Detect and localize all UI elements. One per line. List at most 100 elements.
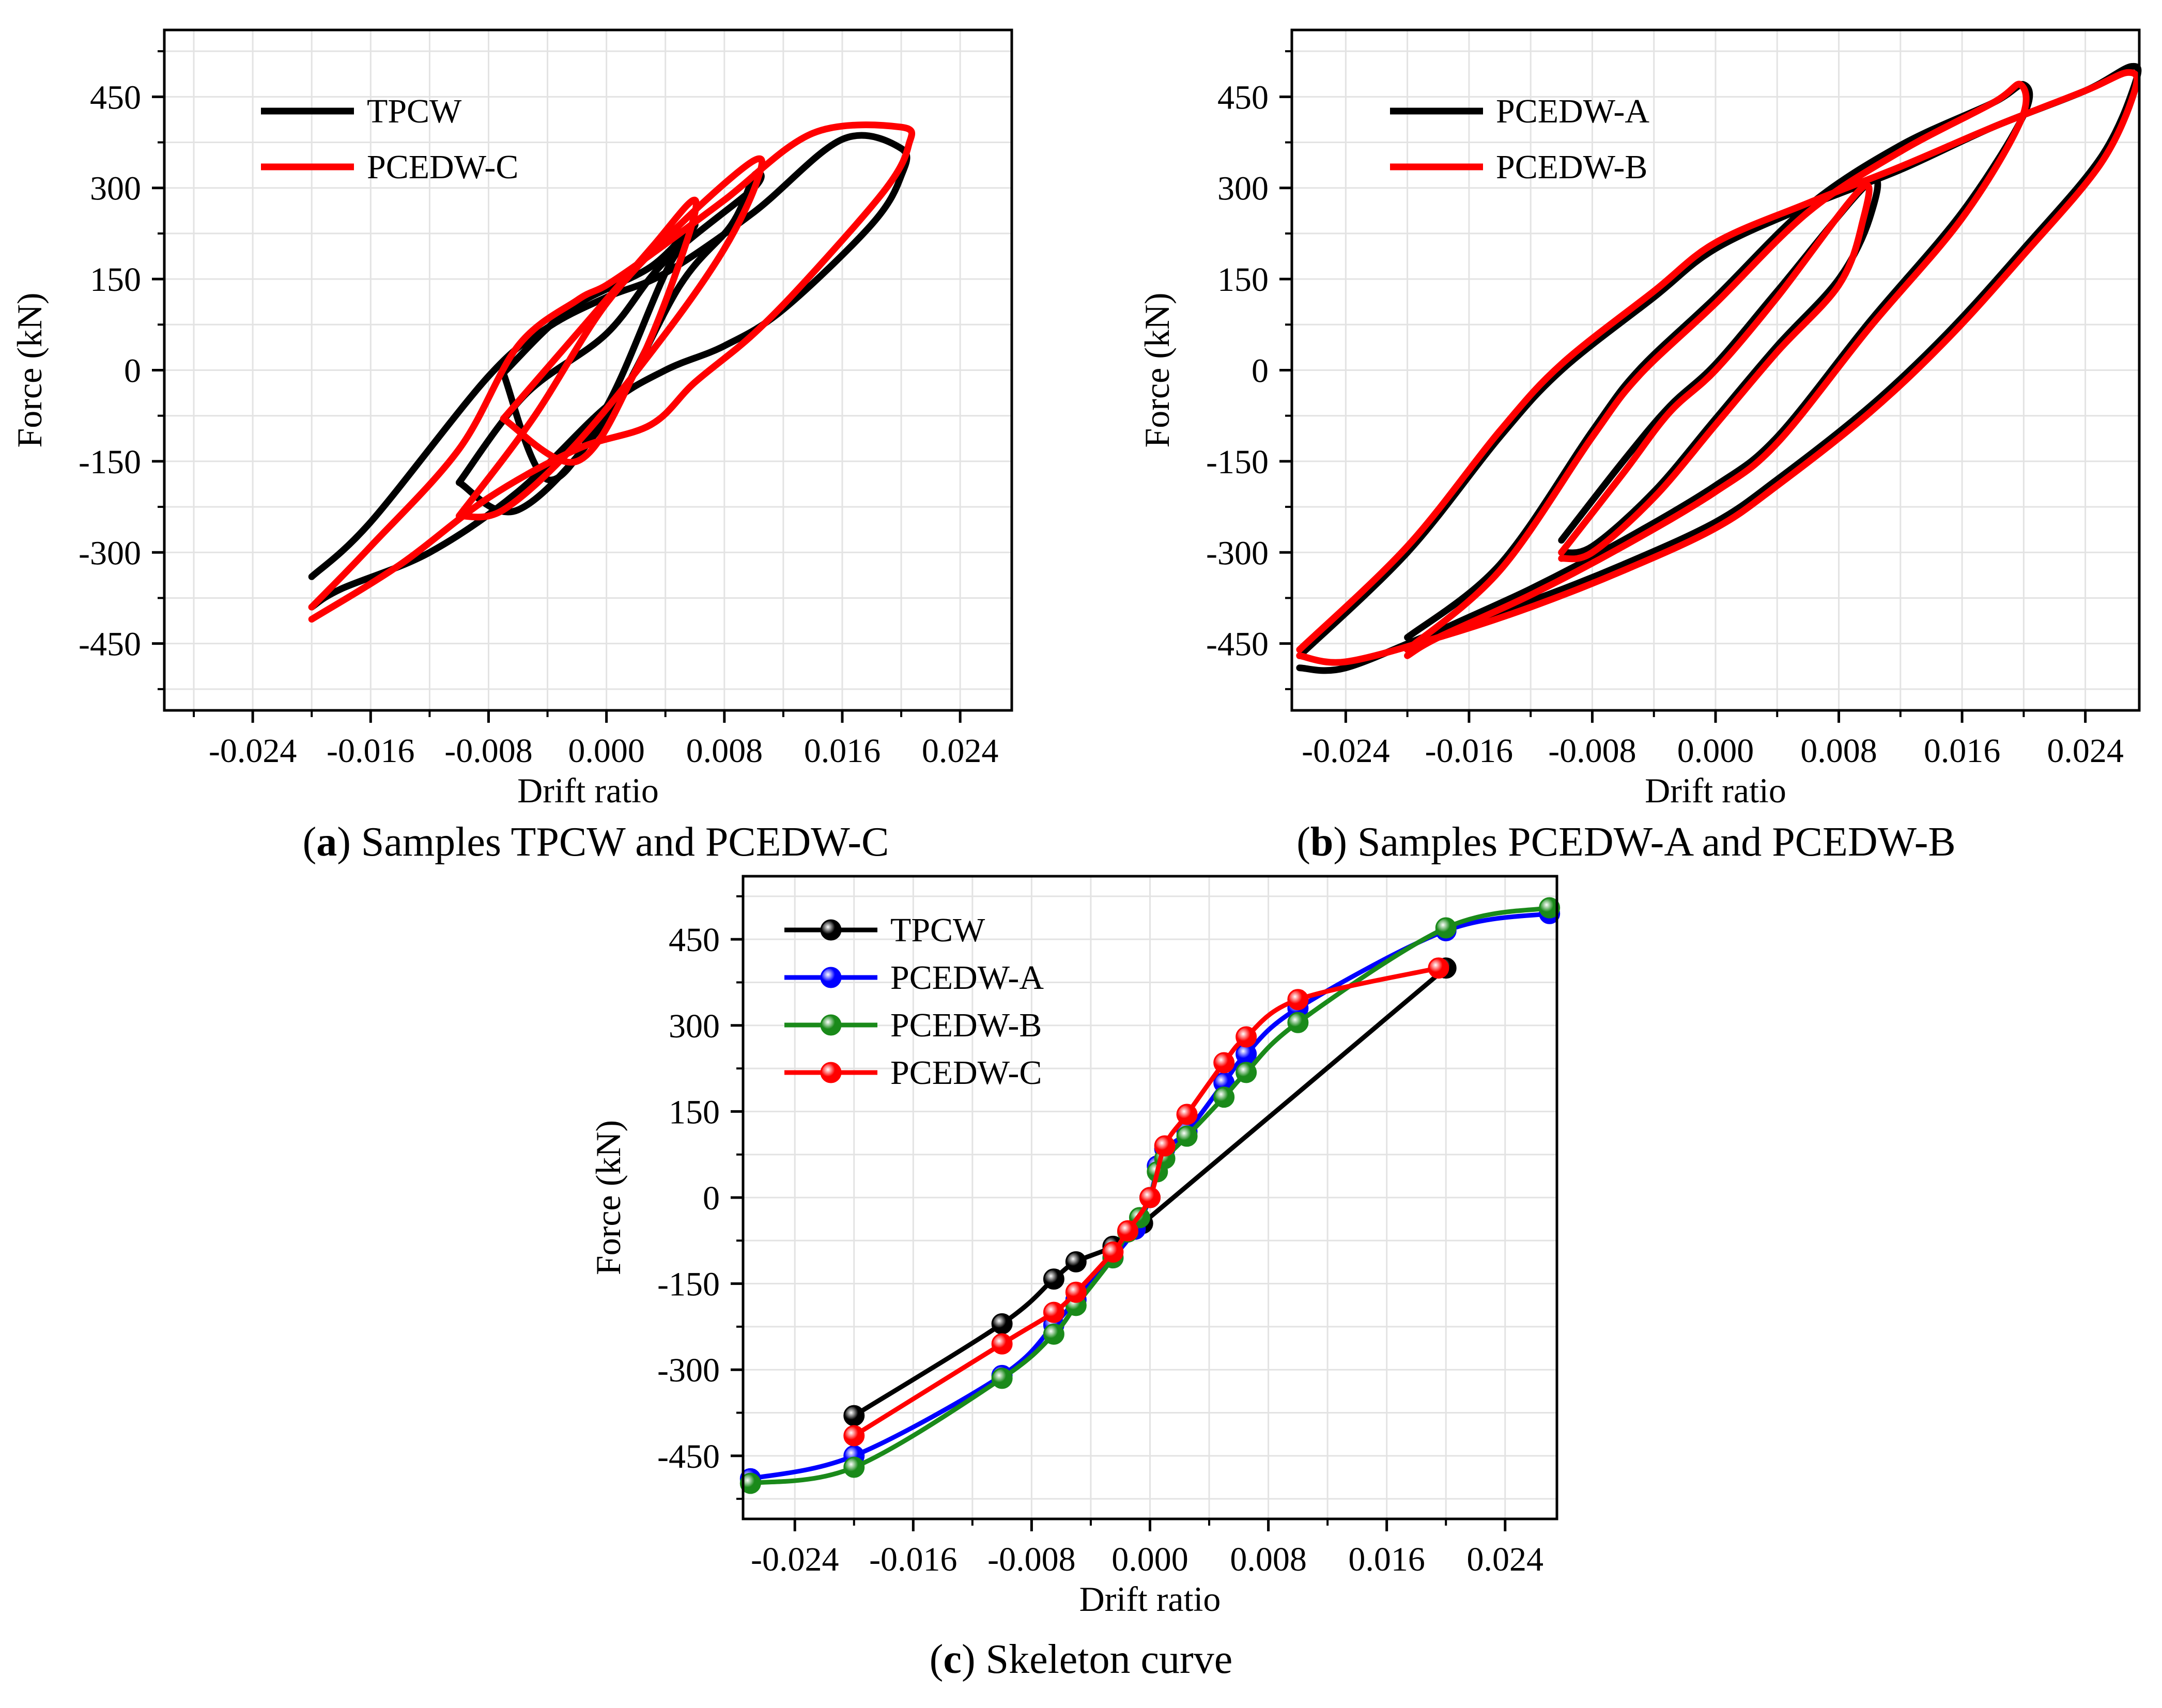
legend-marker-pcedw-c — [820, 1062, 842, 1083]
x-axis-title: Drift ratio — [517, 771, 659, 810]
caption-a: (a) Samples TPCW and PCEDW-C — [303, 819, 889, 865]
y-tick-label: 450 — [1217, 79, 1269, 116]
y-axis-title: Force (kN) — [10, 292, 49, 447]
series-pcedw-c-loop-1 — [500, 196, 700, 466]
series-tpcw-point — [1043, 1268, 1064, 1290]
x-tick-label: 0.016 — [1924, 732, 2001, 770]
y-tick-label: -450 — [1206, 626, 1269, 663]
axis-ticks: -0.024 -0.016 -0.008 0.000 0.008 0.016 0.024 45… — [657, 895, 1544, 1578]
series-pcedw-c-point — [1428, 957, 1449, 979]
series-pcedw-b-point — [1213, 1086, 1235, 1108]
x-tick-label: -0.008 — [444, 732, 532, 770]
x-tick-label: -0.024 — [751, 1541, 839, 1578]
x-tick-label: 0.024 — [2047, 732, 2124, 770]
y-tick-label: 0 — [1252, 352, 1269, 390]
legend-marker-pcedw-a — [820, 967, 842, 988]
x-tick-label: 0.008 — [686, 732, 763, 770]
series-pcedw-c-point — [1236, 1026, 1257, 1048]
plot-series — [1296, 63, 2142, 674]
y-tick-label: -150 — [657, 1266, 720, 1303]
series-pcedw-c-point — [843, 1425, 865, 1447]
series-pcedw-b-point — [1287, 1012, 1309, 1033]
series-pcedw-c-point — [1287, 989, 1309, 1011]
series-pcedw-c-point — [1139, 1187, 1161, 1208]
y-tick-label: -450 — [657, 1438, 720, 1476]
series-pcedw-b-loop-2 — [1404, 81, 2030, 659]
legend-label-pcedw-b: PCEDW-B — [1496, 148, 1647, 186]
y-tick-label: 450 — [90, 79, 141, 116]
legend-marker-tpcw — [820, 919, 842, 941]
plot-series — [308, 121, 916, 623]
y-tick-label: 0 — [703, 1179, 720, 1217]
x-axis-title: Drift ratio — [1079, 1579, 1221, 1619]
series-pcedw-a-loop-2 — [1404, 81, 2033, 653]
y-tick-label: 150 — [90, 261, 141, 299]
y-axis-title: Force (kN) — [589, 1120, 628, 1275]
y-axis-title: Force (kN) — [1137, 292, 1177, 447]
series-tpcw-loop-1 — [500, 221, 699, 484]
x-tick-label: -0.016 — [869, 1541, 957, 1578]
series-pcedw-b-point — [1236, 1062, 1257, 1083]
y-tick-label: -300 — [1206, 534, 1269, 572]
series-pcedw-b-loop-1 — [1558, 182, 1873, 563]
series-tpcw-point — [991, 1313, 1013, 1334]
x-tick-label: -0.008 — [1548, 732, 1636, 770]
x-tick-label: -0.008 — [987, 1541, 1075, 1578]
x-tick-label: 0.024 — [922, 732, 999, 770]
series-pcedw-b-point — [1043, 1323, 1064, 1345]
legend: TPCW PCEDW-C — [261, 92, 518, 186]
y-tick-label: -150 — [79, 443, 141, 481]
y-tick-label: 300 — [669, 1007, 720, 1045]
x-tick-label: 0.008 — [1230, 1541, 1307, 1578]
y-tick-label: -150 — [1206, 443, 1269, 481]
chart-panel-c: -0.024 -0.016 -0.008 0.000 0.008 0.016 0.024 45… — [589, 875, 1561, 1619]
series-tpcw-point — [1065, 1251, 1087, 1272]
caption-c: (c) Skeleton curve — [930, 1637, 1232, 1682]
legend-label-tpcw: TPCW — [367, 92, 462, 130]
series-pcedw-c-point — [1213, 1052, 1235, 1074]
series-pcedw-c-loop-3 — [308, 121, 916, 623]
y-tick-label: 450 — [669, 921, 720, 959]
y-tick-label: -450 — [79, 626, 141, 663]
x-tick-label: -0.016 — [1425, 732, 1513, 770]
chart-panel-b: -0.024 -0.016 -0.008 0.000 0.008 0.016 0.024 45… — [1137, 28, 2142, 810]
plot-series — [739, 897, 1561, 1494]
legend: TPCW PCEDW-A PCEDW-B PCEDW-C — [784, 911, 1044, 1092]
y-tick-label: -300 — [79, 534, 141, 572]
series-pcedw-c-point — [1043, 1301, 1064, 1323]
grid-lines — [164, 30, 1012, 710]
chart-panel-a: -0.024 -0.016 -0.008 0.000 0.008 0.016 0.024 45… — [10, 28, 1013, 810]
series-pcedw-b-point — [1176, 1125, 1198, 1147]
series-tpcw-loop-3 — [308, 132, 910, 611]
x-tick-label: -0.016 — [327, 732, 414, 770]
y-tick-label: 300 — [90, 170, 141, 208]
legend-label-pcedw-a: PCEDW-A — [1496, 92, 1649, 130]
y-tick-label: 150 — [1217, 261, 1269, 299]
legend-label-tpcw: TPCW — [890, 911, 985, 949]
series-pcedw-a-loop-1 — [1558, 176, 1881, 556]
y-tick-label: -300 — [657, 1352, 720, 1389]
series-pcedw-b-point — [991, 1368, 1013, 1389]
series-pcedw-b-point — [1435, 917, 1457, 939]
x-tick-label: 0.008 — [1800, 732, 1877, 770]
x-tick-label: 0.024 — [1467, 1541, 1544, 1578]
y-tick-label: 150 — [669, 1093, 720, 1131]
legend-label-pcedw-b: PCEDW-B — [890, 1006, 1042, 1044]
axis-ticks: -0.024 -0.016 -0.008 0.000 0.008 0.016 0.024 45… — [1206, 50, 2124, 770]
x-tick-label: 0.000 — [1677, 732, 1754, 770]
series-pcedw-b-loop-3 — [1296, 69, 2140, 666]
axis-ticks: -0.024 -0.016 -0.008 0.000 0.008 0.016 0.024 45… — [79, 50, 999, 770]
legend-label-pcedw-c: PCEDW-C — [367, 148, 518, 186]
series-pcedw-b-point — [1539, 897, 1561, 919]
x-tick-label: 0.000 — [1111, 1541, 1188, 1578]
series-tpcw-point — [843, 1405, 865, 1426]
series-pcedw-c-point — [1117, 1220, 1139, 1241]
x-tick-label: 0.000 — [568, 732, 645, 770]
series-pcedw-c-point — [1065, 1281, 1087, 1303]
legend-label-pcedw-a: PCEDW-A — [890, 959, 1044, 997]
legend-marker-pcedw-b — [820, 1014, 842, 1036]
series-pcedw-b-point — [739, 1472, 761, 1494]
y-tick-label: 300 — [1217, 170, 1269, 208]
series-pcedw-c-point — [1154, 1135, 1176, 1157]
